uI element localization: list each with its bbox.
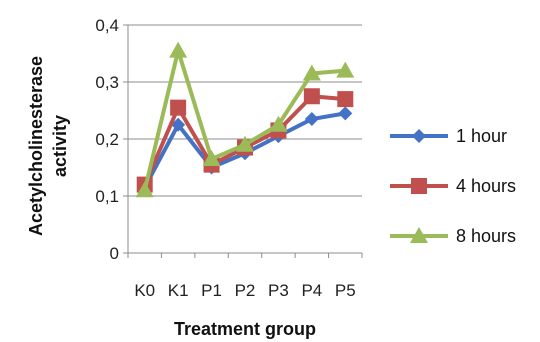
tick-labels: 0 0,1 0,2 0,3 0,4 K0 K1 P1 P2 P3 P4 P5 bbox=[95, 16, 355, 300]
x-tick-label: K0 bbox=[134, 281, 155, 300]
data-point bbox=[338, 106, 353, 121]
legend-label: 1 hour bbox=[456, 126, 507, 146]
legend-item: 4 hours bbox=[390, 176, 516, 196]
x-tick-label: K1 bbox=[168, 281, 189, 300]
legend-marker bbox=[411, 178, 427, 194]
y-tick-label: 0 bbox=[110, 244, 119, 263]
data-point bbox=[236, 135, 254, 152]
axes bbox=[123, 24, 363, 258]
data-point bbox=[169, 41, 188, 58]
data-point bbox=[202, 149, 221, 166]
legend-item: 1 hour bbox=[390, 126, 507, 146]
data-point bbox=[171, 117, 186, 132]
legend-marker bbox=[410, 227, 428, 243]
x-tick-label: P3 bbox=[268, 281, 289, 300]
x-tick-label: P1 bbox=[201, 281, 222, 300]
data-point bbox=[303, 88, 320, 105]
y-axis-title-line-1: Acetylcholinesterase bbox=[26, 56, 46, 236]
series-8-hours bbox=[135, 41, 355, 198]
data-point bbox=[135, 181, 154, 198]
y-tick-label: 0,4 bbox=[95, 16, 119, 35]
legend-label: 4 hours bbox=[456, 176, 516, 196]
data-point bbox=[304, 112, 319, 127]
x-tick-label: P4 bbox=[301, 281, 322, 300]
x-tick-label: P5 bbox=[335, 281, 356, 300]
x-tick-label: P2 bbox=[235, 281, 256, 300]
data-point bbox=[336, 61, 355, 78]
y-tick-label: 0,3 bbox=[95, 73, 119, 92]
data-point bbox=[302, 64, 321, 81]
data-point bbox=[170, 99, 187, 116]
y-axis-title-line-2: activity bbox=[50, 115, 70, 177]
data-point bbox=[337, 91, 354, 108]
y-tick-label: 0,2 bbox=[95, 130, 119, 149]
gridlines bbox=[128, 24, 362, 197]
series-lines bbox=[135, 41, 355, 198]
data-point bbox=[269, 115, 288, 132]
legend-marker bbox=[412, 129, 426, 143]
legend-label: 8 hours bbox=[456, 226, 516, 246]
y-tick-label: 0,1 bbox=[95, 187, 119, 206]
x-axis-title: Treatment group bbox=[174, 319, 316, 339]
legend: 1 hour 4 hours 8 hours bbox=[390, 126, 516, 246]
legend-item: 8 hours bbox=[390, 226, 516, 246]
